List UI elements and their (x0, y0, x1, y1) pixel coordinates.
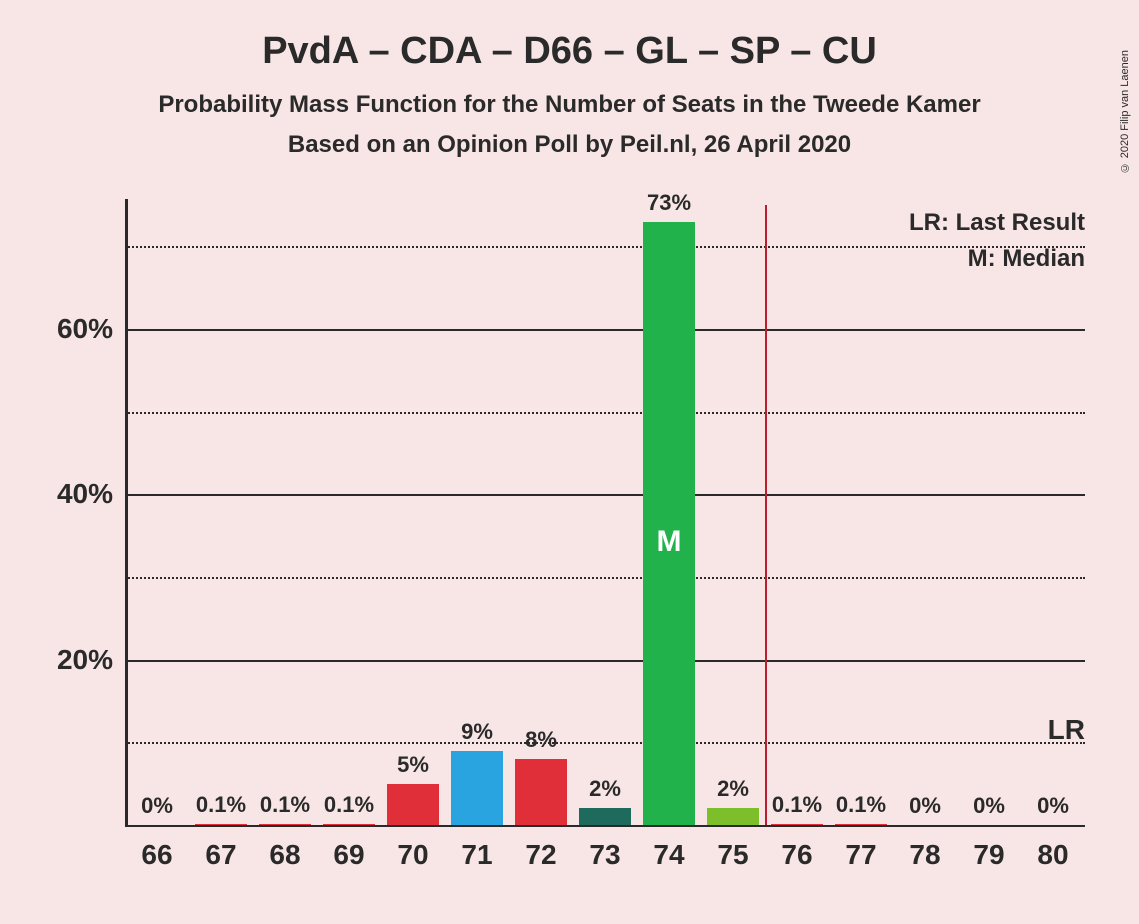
bar (515, 759, 567, 825)
last-result-line (765, 205, 767, 825)
y-axis (125, 199, 128, 825)
copyright-text: © 2020 Filip van Laenen (1119, 50, 1131, 173)
chart-title: PvdA – CDA – D66 – GL – SP – CU (0, 0, 1139, 73)
bar-value-label: 0.1% (836, 792, 886, 818)
gridline-major (125, 660, 1085, 662)
bar-value-label: 0% (141, 793, 173, 819)
bar-value-label: 8% (525, 727, 557, 753)
bar (387, 784, 439, 825)
bar-value-label: 0% (909, 793, 941, 819)
bar-value-label: 0.1% (324, 792, 374, 818)
x-tick-label: 79 (973, 825, 1004, 871)
x-tick-label: 68 (269, 825, 300, 871)
x-tick-label: 70 (397, 825, 428, 871)
x-tick-label: 74 (653, 825, 684, 871)
x-tick-label: 73 (589, 825, 620, 871)
lr-marker: LR (1048, 714, 1085, 746)
legend-lr: LR: Last Result (909, 209, 1085, 237)
bar-value-label: 0.1% (196, 792, 246, 818)
bar (579, 808, 631, 825)
x-tick-label: 69 (333, 825, 364, 871)
plot-area: 20%40%60%0%660.1%670.1%680.1%695%709%718… (125, 205, 1085, 825)
gridline-major (125, 494, 1085, 496)
gridline-minor (125, 577, 1085, 579)
x-tick-label: 66 (141, 825, 172, 871)
bar: M (643, 222, 695, 825)
bar-value-label: 5% (397, 752, 429, 778)
gridline-minor (125, 742, 1085, 744)
x-tick-label: 80 (1037, 825, 1068, 871)
bar-value-label: 0.1% (772, 792, 822, 818)
bar-value-label: 9% (461, 719, 493, 745)
bar-value-label: 2% (717, 776, 749, 802)
bar-value-label: 0% (1037, 793, 1069, 819)
bar (707, 808, 759, 825)
x-tick-label: 76 (781, 825, 812, 871)
gridline-major (125, 329, 1085, 331)
x-tick-label: 72 (525, 825, 556, 871)
x-tick-label: 67 (205, 825, 236, 871)
gridline-minor (125, 412, 1085, 414)
bar-value-label: 73% (647, 190, 691, 216)
bar-value-label: 2% (589, 776, 621, 802)
bar (451, 751, 503, 825)
chart-container: PvdA – CDA – D66 – GL – SP – CU Probabil… (0, 0, 1139, 924)
x-tick-label: 75 (717, 825, 748, 871)
legend-median: M: Median (968, 245, 1085, 273)
chart-subtitle-2: Based on an Opinion Poll by Peil.nl, 26 … (0, 131, 1139, 159)
gridline-minor (125, 246, 1085, 248)
median-marker: M (656, 525, 681, 559)
y-tick-label: 60% (57, 313, 125, 345)
x-tick-label: 77 (845, 825, 876, 871)
x-tick-label: 71 (461, 825, 492, 871)
bar-value-label: 0% (973, 793, 1005, 819)
y-tick-label: 20% (57, 644, 125, 676)
x-tick-label: 78 (909, 825, 940, 871)
bar-value-label: 0.1% (260, 792, 310, 818)
y-tick-label: 40% (57, 478, 125, 510)
chart-subtitle-1: Probability Mass Function for the Number… (0, 91, 1139, 119)
